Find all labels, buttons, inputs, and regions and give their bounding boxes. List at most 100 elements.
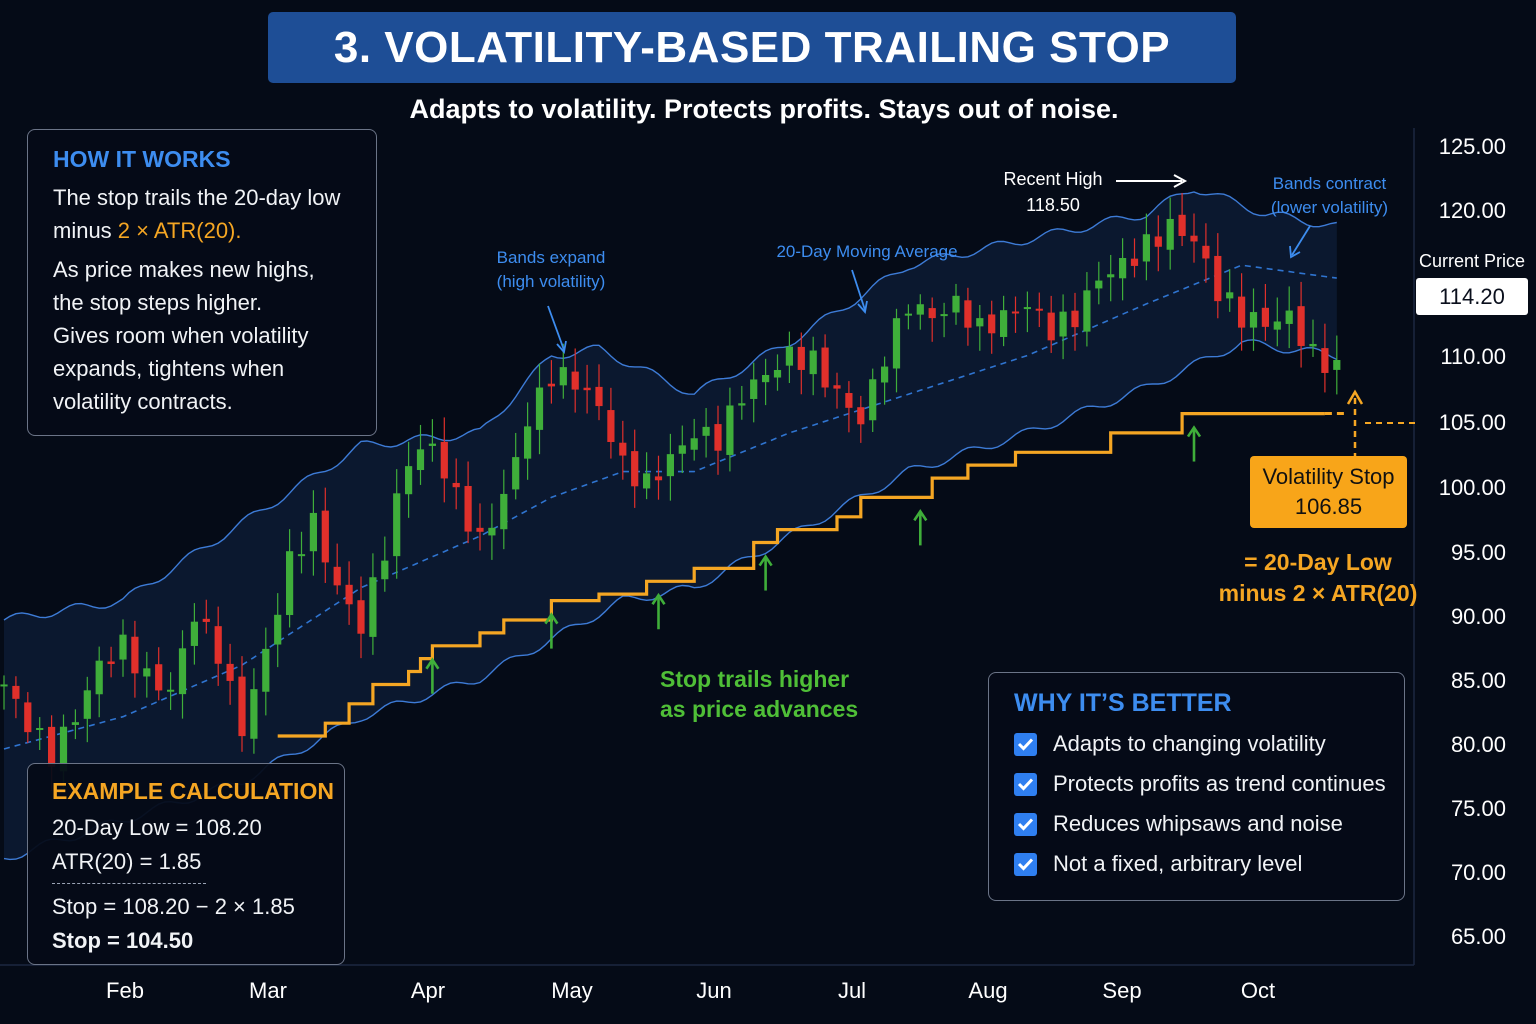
candle-body (405, 466, 413, 495)
candle-body (1011, 311, 1020, 314)
candle-body (1249, 312, 1258, 328)
candle-body (476, 527, 484, 532)
how-line-5: Gives room when volatility (53, 323, 309, 348)
candle-body (190, 621, 198, 646)
candle-body (976, 318, 984, 327)
green-up-arrow-head (651, 592, 666, 605)
example-row-result: Stop = 104.50 (52, 928, 194, 953)
moving-average-annotation: 20-Day Moving Average (776, 242, 958, 261)
candle-body (440, 441, 448, 479)
candle-body (1238, 296, 1246, 328)
checkbox-checked-icon (1014, 732, 1037, 756)
candle-body (869, 379, 877, 421)
candle-body (1226, 292, 1234, 299)
candle-body (964, 300, 972, 328)
candle-body (1178, 214, 1186, 236)
why-item: Protects profits as trend continues (1014, 764, 1404, 804)
current-price-badge: 114.20 (1416, 278, 1528, 315)
how-line-6: expands, tightens when (53, 356, 285, 381)
y-tick-label: 125.00 (1438, 134, 1506, 159)
x-tick-label: Mar (249, 978, 287, 1003)
candle-body (702, 426, 710, 436)
y-tick-label: 85.00 (1450, 668, 1506, 693)
stop-formula: = 20-Day Low minus 2 × ATR(20) (1212, 547, 1424, 609)
how-it-works-panel: HOW IT WORKS The stop trails the 20-day … (27, 129, 377, 436)
x-tick-label: May (551, 978, 593, 1003)
why-item-label: Protects profits as trend continues (1053, 771, 1386, 796)
candle-body (214, 626, 222, 664)
volatility-stop-badge: Volatility Stop 106.85 (1250, 456, 1407, 528)
how-line-7: volatility contracts. (53, 389, 233, 414)
arrow-layer (425, 174, 1311, 694)
example-row-formula: Stop = 108.20 − 2 × 1.85 (52, 894, 295, 919)
candle-body (535, 387, 544, 430)
candle-body (607, 410, 615, 442)
stop-formula-line-1: = 20-Day Low (1244, 549, 1392, 575)
green-up-arrow-head (758, 554, 773, 567)
candle-body (36, 728, 44, 731)
y-tick-label: 95.00 (1450, 540, 1506, 565)
candle-body (821, 347, 829, 388)
candle-body (95, 660, 103, 695)
candle-body (297, 554, 306, 557)
bands-contract-line-1: Bands contract (1272, 174, 1387, 193)
bands-expand-line-2: (high volatility) (496, 272, 606, 291)
candle-body (762, 374, 770, 383)
why-item: Adapts to changing volatility (1014, 724, 1404, 764)
how-it-works-heading: HOW IT WORKS (53, 146, 231, 172)
green-up-arrow-head (544, 612, 559, 625)
x-tick-label: Jul (837, 978, 867, 1003)
candle-body (1202, 245, 1210, 259)
candle-body (286, 551, 294, 616)
candle-body (369, 577, 377, 637)
candle-body (952, 295, 960, 313)
candle-body (131, 636, 139, 674)
candle-body (357, 600, 365, 634)
candle-body (797, 346, 805, 370)
y-tick-label: 70.00 (1450, 860, 1506, 885)
candle-body (488, 527, 496, 536)
grid-layer (0, 128, 1415, 966)
example-heading: EXAMPLE CALCULATION (52, 778, 334, 804)
candle-body (155, 664, 163, 691)
candle-body (452, 482, 460, 488)
candle-body (524, 426, 532, 459)
candle-body (690, 438, 698, 450)
candle-body (428, 443, 436, 446)
candle-body (1035, 308, 1043, 311)
y-tick-label: 65.00 (1450, 924, 1506, 949)
candle-body (464, 485, 472, 532)
candle-body (1261, 307, 1269, 327)
why-item-label: Adapts to changing volatility (1053, 731, 1326, 756)
stop-formula-line-2: minus 2 × ATR(20) (1218, 580, 1418, 606)
candle-body (1130, 258, 1139, 266)
candle-body (178, 648, 187, 695)
candle-body (1083, 290, 1091, 332)
candle-body (12, 685, 20, 699)
stop-trails-annotation: Stop trails higher as price advances (640, 664, 890, 724)
stop-layer (277, 389, 1416, 738)
candle-body (738, 403, 746, 406)
y-tick-label: 120.00 (1438, 198, 1506, 223)
bands-expand-pointer-head (556, 340, 567, 354)
candle-body (1309, 343, 1317, 347)
how-line-1: The stop trails the 20-day low (53, 185, 341, 210)
bands-contract-pointer (1291, 225, 1311, 256)
candle-body (1047, 312, 1055, 341)
x-tick-label: Oct (1240, 978, 1276, 1003)
bands-contract-pointer-head (1289, 245, 1301, 259)
page-subtitle: Adapts to volatility. Protects profits. … (409, 94, 1119, 124)
candle-body (1321, 348, 1329, 373)
candle-body (583, 387, 591, 391)
candle-body (202, 618, 210, 622)
candle-body (928, 308, 936, 319)
why-better-panel: WHY IT’S BETTER Adapts to changing volat… (988, 672, 1405, 901)
candle-body (119, 634, 127, 660)
x-tick-label: Apr (410, 978, 446, 1003)
bands-contract-annotation: Bands contract (lower volatility) (1252, 172, 1407, 220)
bands-contract-line-2: (lower volatility) (1270, 198, 1389, 217)
candle-layer (0, 192, 1341, 791)
current-price-value: 114.20 (1439, 283, 1505, 309)
recent-high-line-2: 118.50 (1026, 195, 1080, 215)
